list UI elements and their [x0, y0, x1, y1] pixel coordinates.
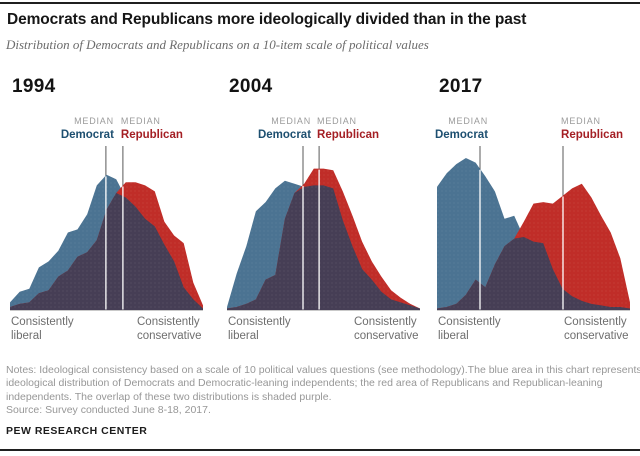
axis-line: Consistently [438, 316, 501, 328]
median-caption: MEDIAN [561, 116, 601, 126]
notes-block: Notes: Ideological consistency based on … [6, 364, 640, 418]
axis-line: Consistently [137, 316, 200, 328]
axis-line: Consistently [228, 316, 291, 328]
x-axis-right-label: Consistently conservative [137, 316, 202, 343]
year-label: 1994 [12, 76, 56, 97]
x-axis-right-label: Consistently conservative [564, 316, 629, 343]
median-caption: MEDIAN [74, 116, 114, 126]
x-axis-right-label: Consistently conservative [354, 316, 419, 343]
democrat-label: Democrat [257, 129, 312, 141]
republican-label: Republican [561, 129, 623, 141]
axis-line: liberal [11, 329, 42, 342]
chart-1994: 1994 MEDIAN Democrat MEDIAN Republican Consis… [10, 0, 203, 360]
axis-line: Consistently [354, 316, 417, 328]
distribution-plot [227, 146, 420, 311]
median-republican-label: MEDIAN Republican [317, 116, 379, 141]
median-democrat-label: MEDIAN Democrat [435, 116, 488, 141]
source-line: Source: Survey conducted June 8-18, 2017… [6, 404, 211, 417]
republican-label: Republican [120, 129, 183, 141]
notes-line: independents. The overlap of these two d… [6, 390, 332, 403]
page-title: Democrats and Republicans more ideologic… [7, 11, 527, 28]
distribution-plot [10, 146, 203, 311]
notes-line: Notes: Ideological consistency based on … [6, 364, 640, 376]
axis-line: liberal [438, 329, 469, 342]
x-axis-left-label: Consistently liberal [228, 316, 291, 343]
median-caption: MEDIAN [120, 116, 161, 126]
year-label: 2004 [229, 76, 273, 97]
bottom-rule [0, 449, 640, 451]
axis-line: liberal [228, 329, 259, 342]
pew-research-center-wordmark: PEW RESEARCH CENTER [6, 425, 148, 437]
axis-line: conservative [137, 329, 202, 342]
median-caption: MEDIAN [317, 116, 357, 126]
axis-line: Consistently [564, 316, 627, 328]
dot-texture-overlay [227, 168, 420, 310]
axis-line: conservative [564, 329, 629, 342]
democrat-label: Democrat [60, 129, 114, 141]
median-democrat-label: MEDIAN Democrat [258, 116, 311, 141]
median-republican-label: MEDIAN Republican [121, 116, 183, 141]
republican-label: Republican [317, 129, 380, 141]
chart-2004: 2004 MEDIAN Democrat MEDIAN Republican Consis… [227, 0, 420, 360]
median-democrat-label: MEDIAN Democrat [61, 116, 114, 141]
x-axis-left-label: Consistently liberal [11, 316, 74, 343]
axis-line: conservative [354, 329, 419, 342]
top-rule [0, 2, 640, 4]
distribution-plot [437, 146, 630, 311]
median-caption: MEDIAN [448, 116, 489, 126]
dot-texture-overlay [437, 158, 630, 310]
median-republican-label: MEDIAN Republican [561, 116, 623, 141]
democrat-label: Democrat [434, 129, 489, 141]
notes-line: ideological distribution of Democrats an… [6, 377, 603, 390]
page-subtitle: Distribution of Democrats and Republican… [6, 37, 429, 52]
median-caption: MEDIAN [271, 116, 312, 126]
x-axis-left-label: Consistently liberal [438, 316, 501, 343]
chart-2017: 2017 MEDIAN Democrat MEDIAN Republican Consis… [435, 0, 630, 360]
year-label: 2017 [439, 76, 483, 97]
axis-line: Consistently [11, 316, 74, 328]
